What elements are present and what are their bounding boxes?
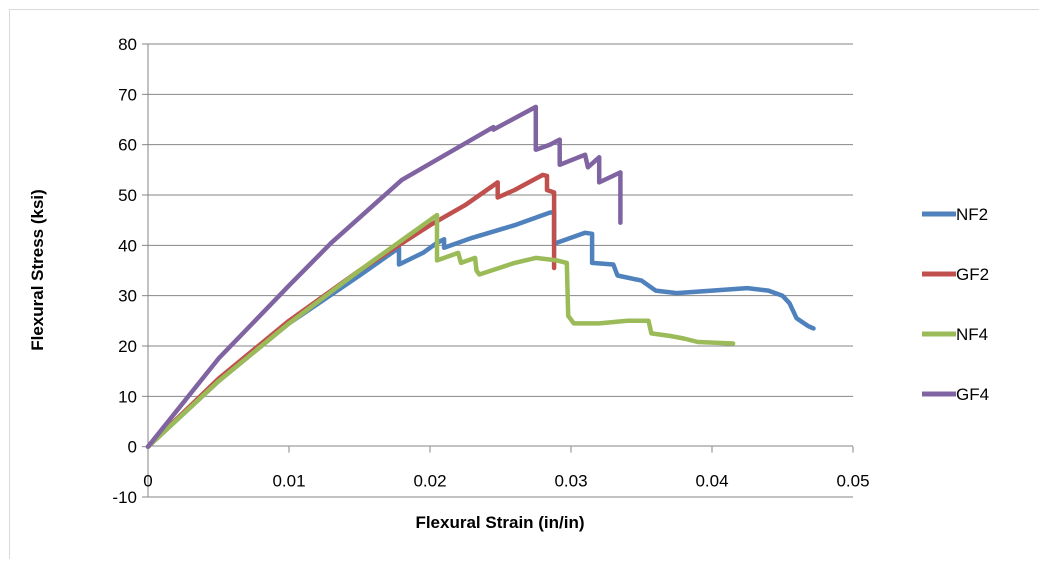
series-line-gf4 — [145, 104, 623, 449]
y-tick-label: 80 — [118, 35, 137, 54]
chart-frame — [9, 9, 1039, 559]
y-tick-labels: -10 0 10 20 30 40 50 60 70 80 — [112, 35, 148, 507]
y-tick-label: 10 — [118, 387, 137, 406]
y-tick-label: -10 — [112, 488, 137, 507]
legend-label-nf2: NF2 — [956, 205, 988, 224]
y-tick-label: 0 — [128, 438, 137, 457]
x-axis-title: Flexural Strain (in/in) — [415, 513, 584, 532]
y-tick-label: 60 — [118, 136, 137, 155]
series-line-nf4 — [145, 212, 736, 449]
y-tick-label: 20 — [118, 337, 137, 356]
y-tick-label: 70 — [118, 85, 137, 104]
legend: NF2 GF2 NF4 GF4 — [922, 205, 989, 404]
legend-label-nf4: NF4 — [956, 325, 988, 344]
gridlines — [148, 43, 853, 498]
series-line-nf2 — [145, 209, 816, 449]
x-tick-label: 0.02 — [413, 472, 446, 491]
axes — [147, 44, 853, 497]
legend-label-gf4: GF4 — [956, 385, 989, 404]
x-tick-label: 0.03 — [554, 472, 587, 491]
y-tick-label: 40 — [118, 236, 137, 255]
legend-label-gf2: GF2 — [956, 265, 989, 284]
y-axis-title: Flexural Stress (ksi) — [28, 189, 47, 351]
x-tick-label: 0.01 — [272, 472, 305, 491]
y-tick-label: 30 — [118, 287, 137, 306]
x-tick-label: 0.05 — [836, 472, 869, 491]
x-tick-label: 0.04 — [695, 472, 728, 491]
x-tick-label: 0 — [143, 472, 152, 491]
x-tick-labels: 0 0.01 0.02 0.03 0.04 0.05 — [143, 446, 870, 491]
y-tick-label: 50 — [118, 186, 137, 205]
series-lines — [145, 104, 816, 449]
series-line-gf2 — [145, 172, 557, 449]
